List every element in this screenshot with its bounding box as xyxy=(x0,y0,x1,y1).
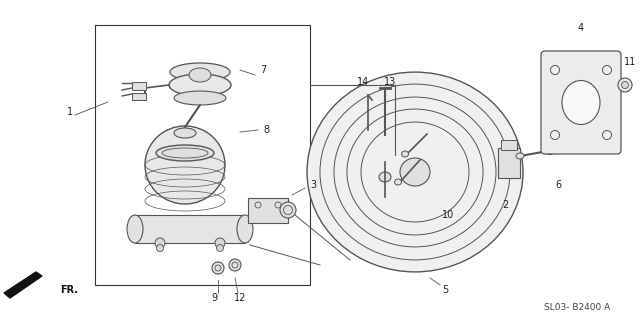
Ellipse shape xyxy=(215,238,225,248)
Polygon shape xyxy=(4,272,42,298)
Ellipse shape xyxy=(618,78,632,92)
Bar xyxy=(132,93,146,100)
Text: 8: 8 xyxy=(263,125,269,135)
Ellipse shape xyxy=(174,128,196,138)
Ellipse shape xyxy=(307,72,523,272)
Text: 14: 14 xyxy=(357,77,369,87)
Text: 10: 10 xyxy=(442,210,454,220)
Ellipse shape xyxy=(169,74,231,96)
Bar xyxy=(248,198,288,223)
Ellipse shape xyxy=(394,179,401,185)
Text: 7: 7 xyxy=(260,65,266,75)
Text: FR.: FR. xyxy=(60,285,78,295)
Ellipse shape xyxy=(189,68,211,82)
Bar xyxy=(501,140,517,150)
Ellipse shape xyxy=(174,91,226,105)
Ellipse shape xyxy=(170,63,230,81)
Ellipse shape xyxy=(562,81,600,124)
Text: 12: 12 xyxy=(234,293,246,303)
Ellipse shape xyxy=(546,148,554,155)
Text: SL03- B2400 A: SL03- B2400 A xyxy=(544,303,610,313)
Text: 11: 11 xyxy=(624,57,636,67)
Text: 4: 4 xyxy=(578,23,584,33)
Text: 5: 5 xyxy=(442,285,448,295)
Ellipse shape xyxy=(550,66,559,75)
Ellipse shape xyxy=(516,153,524,159)
Text: 13: 13 xyxy=(384,77,396,87)
Ellipse shape xyxy=(216,244,223,252)
Text: 3: 3 xyxy=(310,180,316,190)
Ellipse shape xyxy=(400,158,430,186)
Ellipse shape xyxy=(157,244,163,252)
Ellipse shape xyxy=(237,215,253,243)
Bar xyxy=(132,82,146,90)
Ellipse shape xyxy=(602,131,611,140)
Ellipse shape xyxy=(280,202,296,218)
Text: 6: 6 xyxy=(555,180,561,190)
Ellipse shape xyxy=(127,215,143,243)
Text: 2: 2 xyxy=(502,200,508,210)
Ellipse shape xyxy=(550,131,559,140)
Ellipse shape xyxy=(602,66,611,75)
Ellipse shape xyxy=(401,151,408,157)
Ellipse shape xyxy=(145,126,225,204)
Ellipse shape xyxy=(621,82,628,89)
Bar xyxy=(135,215,245,243)
Bar xyxy=(498,148,520,178)
Ellipse shape xyxy=(229,259,241,271)
Ellipse shape xyxy=(379,172,391,182)
Ellipse shape xyxy=(155,238,165,248)
Text: 1: 1 xyxy=(67,107,73,117)
FancyBboxPatch shape xyxy=(541,51,621,154)
Text: 9: 9 xyxy=(211,293,217,303)
Ellipse shape xyxy=(156,145,214,161)
Ellipse shape xyxy=(212,262,224,274)
Bar xyxy=(95,25,310,285)
